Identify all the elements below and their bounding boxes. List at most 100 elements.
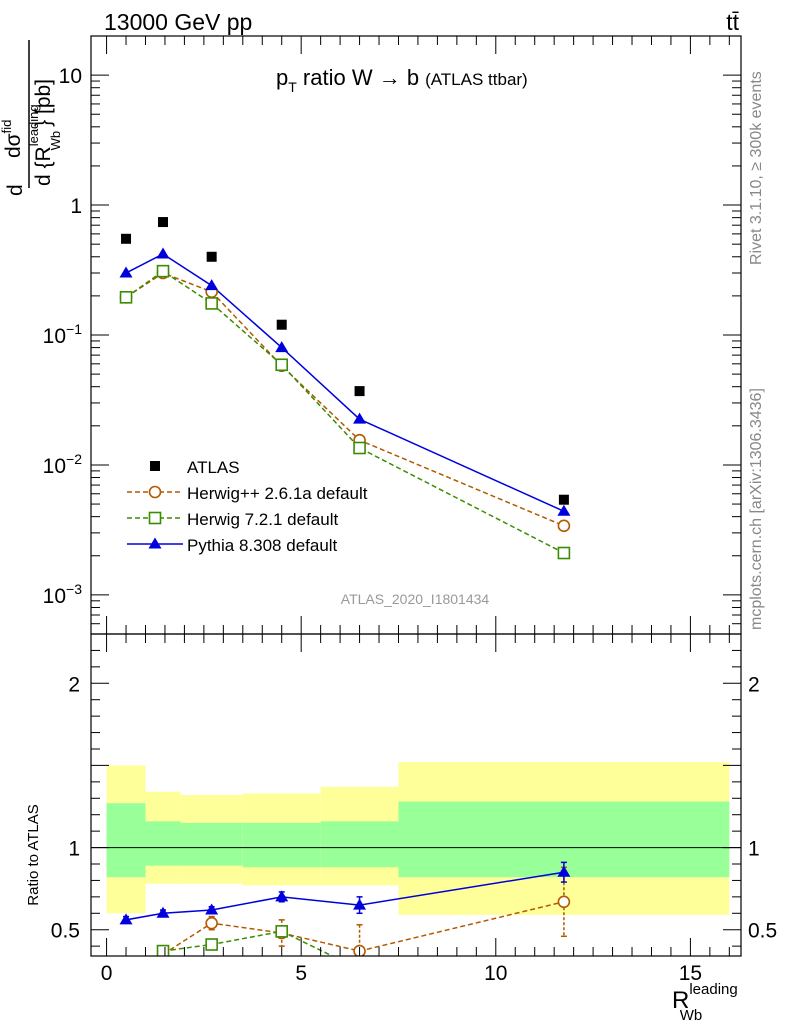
ylabel-denominator: d {Rleading Wb } [pb] bbox=[26, 79, 63, 186]
main-point-atlas-2 bbox=[206, 251, 217, 262]
main-point-herwig7-2 bbox=[205, 297, 218, 310]
main-ytick-base: 10 bbox=[43, 585, 66, 608]
main-point-pythia-1 bbox=[156, 247, 170, 259]
band-inner-4 bbox=[320, 821, 399, 868]
main-point-herwig7-0 bbox=[119, 291, 133, 304]
main-point-herwig7-1 bbox=[156, 264, 170, 278]
main-point-herwig7-4 bbox=[353, 441, 366, 455]
header-left: 13000 GeV pp bbox=[104, 9, 252, 35]
band-inner-1 bbox=[145, 821, 181, 866]
ylabel-numerator: dσfid bbox=[0, 120, 25, 158]
legend-marker-pythia bbox=[148, 537, 162, 549]
main-point-atlas-1 bbox=[158, 217, 169, 228]
main-ytick-base: 1 bbox=[70, 195, 82, 218]
main-point-pythia-4 bbox=[353, 412, 367, 424]
main-line-pythia bbox=[125, 253, 565, 512]
main-ytick-exp: −1 bbox=[66, 321, 82, 337]
ylabel-den-sup: leading bbox=[26, 104, 41, 146]
ratio-point-pythia-3 bbox=[275, 890, 289, 902]
legend-marker-atlas bbox=[150, 461, 160, 471]
main-title-rest: ratio W → b bbox=[297, 65, 419, 90]
xlabel-r: R bbox=[672, 987, 689, 1014]
band-inner-3 bbox=[242, 822, 321, 868]
ratio-xtick-label: 10 bbox=[484, 962, 507, 985]
ylabel-den-sub: Wb bbox=[48, 131, 63, 151]
legend: ATLAS Herwig++ 2.6.1a default Herwig 7.2.1… bbox=[127, 458, 368, 555]
ratio-ytick-label: 2 bbox=[68, 673, 80, 696]
main-point-herwig7-5 bbox=[557, 546, 571, 560]
main-ytick-exp: −3 bbox=[66, 581, 82, 597]
ratio-ytick-label: 0.5 bbox=[51, 920, 80, 943]
main-point-atlas-4 bbox=[354, 386, 365, 397]
main-title: pT ratio W → b (ATLAS ttbar) bbox=[276, 65, 528, 95]
ratio-ytick-label-right: 2 bbox=[748, 673, 760, 696]
ratio-frame bbox=[90, 633, 742, 957]
main-point-pythia-0 bbox=[119, 266, 133, 278]
main-title-small: (ATLAS ttbar) bbox=[425, 70, 528, 89]
ylabel-den-end: } [pb] bbox=[32, 79, 55, 127]
x-axis-label: Rleading Wb bbox=[672, 981, 738, 1024]
main-ytick-label: 1 bbox=[70, 195, 82, 218]
legend-label-pythia: Pythia 8.308 default bbox=[187, 536, 338, 555]
main-ytick-base: 10 bbox=[43, 325, 66, 348]
ratio-point-pythia-2 bbox=[205, 903, 219, 915]
legend-label-herwigpp: Herwig++ 2.6.1a default bbox=[187, 484, 368, 503]
main-ylabel: d dσfid d {Rleading Wb } [pb] bbox=[0, 40, 63, 196]
main-ytick-label: 10−2 bbox=[43, 451, 83, 478]
ratio-line-pythia bbox=[125, 871, 565, 921]
main-series bbox=[119, 217, 571, 560]
main-point-herwig7-3 bbox=[275, 358, 289, 372]
ratio-xtick-label: 15 bbox=[679, 962, 702, 985]
ratio-ylabel: Ratio to ATLAS bbox=[25, 804, 42, 905]
watermark: ATLAS_2020_I1801434 bbox=[341, 591, 490, 607]
ratio-point-pythia-0 bbox=[119, 913, 133, 925]
legend-label-atlas: ATLAS bbox=[187, 458, 240, 477]
ratio-point-herwig7-1 bbox=[205, 938, 218, 951]
ratio-panel: 0.5 0.5 1 1 2 2 0 5 10 15 bbox=[51, 633, 777, 985]
legend-marker-herwig7 bbox=[148, 511, 162, 525]
ratio-line-herwig7 bbox=[162, 930, 333, 956]
ratio-point-herwigpp-4 bbox=[557, 895, 571, 909]
main-point-pythia-5 bbox=[557, 504, 571, 516]
ratio-point-herwig7-0 bbox=[156, 944, 170, 956]
ylabel-d: d bbox=[4, 184, 27, 196]
ratio-ytick-label-right: 1 bbox=[748, 838, 760, 861]
ratio-point-herwig7-2 bbox=[275, 925, 289, 938]
ylabel-num-sup: fid bbox=[0, 120, 14, 134]
main-ytick-base: 10 bbox=[43, 455, 66, 478]
side-label-bottom: mcplots.cern.ch [arXiv:1306.3436] bbox=[748, 388, 765, 630]
main-title-sub: T bbox=[288, 79, 297, 95]
xlabel-sub: Wb bbox=[680, 1007, 703, 1024]
side-label-top: Rivet 3.1.10, ≥ 300k events bbox=[748, 71, 765, 265]
ratio-point-herwigpp-1 bbox=[205, 916, 218, 930]
ratio-xtick-label: 5 bbox=[295, 962, 307, 985]
main-ytick-label: 10−1 bbox=[43, 321, 83, 348]
ratio-point-pythia-1 bbox=[156, 906, 170, 918]
ratio-point-pythia-4 bbox=[353, 898, 367, 910]
main-point-pythia-3 bbox=[275, 341, 289, 353]
main-point-atlas-3 bbox=[276, 319, 287, 330]
main-ytick-label: 10 bbox=[59, 65, 82, 88]
main-point-atlas-5 bbox=[558, 494, 569, 505]
main-point-atlas-0 bbox=[121, 233, 132, 244]
main-title-p: p bbox=[276, 65, 288, 90]
main-point-herwigpp-5 bbox=[557, 519, 571, 533]
band-inner-0 bbox=[106, 803, 146, 878]
ratio-xtick-label: 0 bbox=[101, 962, 113, 985]
ylabel-num: dσ bbox=[2, 133, 25, 158]
legend-marker-herwigpp bbox=[148, 485, 162, 499]
ratio-point-pythia-5 bbox=[557, 865, 571, 877]
main-ytick-label: 10−3 bbox=[43, 581, 83, 608]
band-inner-2 bbox=[180, 822, 243, 866]
main-point-pythia-2 bbox=[205, 279, 219, 291]
header-right: tt̄ bbox=[726, 9, 739, 35]
main-ytick-exp: −2 bbox=[66, 451, 82, 467]
legend-label-herwig7: Herwig 7.2.1 default bbox=[187, 510, 338, 529]
ylabel-den: d {R bbox=[32, 146, 55, 186]
ratio-ytick-label-right: 0.5 bbox=[748, 920, 777, 943]
xlabel-sup: leading bbox=[689, 981, 737, 998]
ratio-ytick-label: 1 bbox=[68, 838, 80, 861]
main-ytick-base: 10 bbox=[59, 65, 82, 88]
